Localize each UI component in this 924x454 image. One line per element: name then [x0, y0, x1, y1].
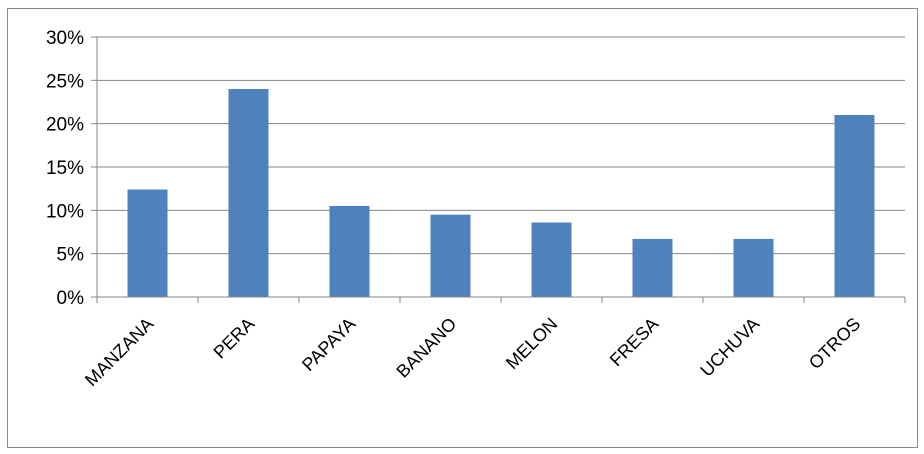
x-category-label: OTROS — [805, 314, 864, 373]
x-axis-category-labels: MANZANA PERA PAPAYA BANANO MELON FRESA UCHUVA O… — [81, 314, 864, 390]
bars — [127, 89, 875, 297]
y-tick-label: 10% — [46, 201, 84, 222]
y-tick-label: 0% — [57, 288, 85, 309]
x-category-label: FRESA — [606, 314, 663, 371]
y-tick-label: 30% — [46, 28, 84, 49]
bar-papaya — [329, 206, 370, 297]
gridlines — [91, 36, 905, 298]
bar-fresa — [632, 238, 673, 297]
x-category-label: PAPAYA — [298, 314, 359, 375]
y-tick-label: 5% — [57, 245, 85, 266]
y-tick-label: 15% — [46, 158, 84, 179]
bar-melon — [531, 222, 572, 297]
x-category-label: MELON — [502, 314, 561, 373]
bar-pera — [228, 89, 269, 297]
y-tick-label: 25% — [46, 71, 84, 92]
x-category-label: UCHUVA — [696, 314, 763, 381]
x-category-label: MANZANA — [81, 314, 157, 390]
y-axis-tick-labels: 0% 5% 10% 15% 20% 25% 30% — [46, 28, 84, 309]
bar-manzana — [127, 189, 168, 297]
x-category-label: BANANO — [392, 314, 460, 382]
bar-uchuva — [733, 238, 774, 297]
x-category-label: PERA — [210, 314, 259, 363]
bar-banano — [430, 214, 471, 297]
y-tick-label: 20% — [46, 115, 84, 136]
bar-otros — [834, 115, 875, 297]
axes — [96, 37, 906, 303]
